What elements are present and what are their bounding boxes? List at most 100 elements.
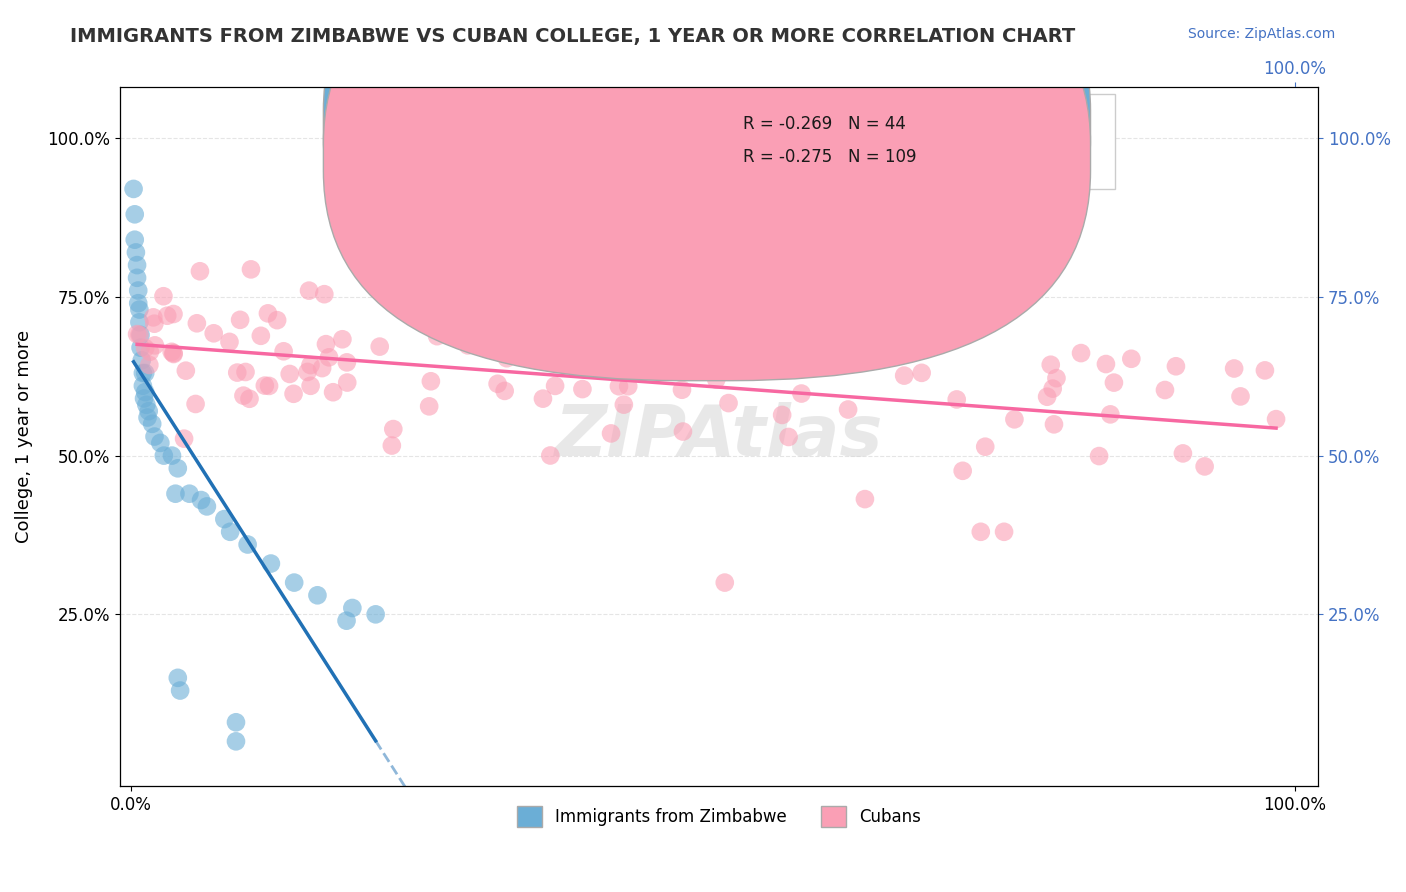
Cubans [173,432,195,446]
Immigrants from Zimbabwe [225,715,247,730]
Cubans [257,379,280,393]
Cubans [299,379,322,393]
Cubans [1154,383,1177,397]
Cubans [945,392,967,407]
Immigrants from Zimbabwe [135,398,157,412]
Cubans [538,348,561,362]
Cubans [494,384,516,398]
Immigrants from Zimbabwe [364,607,387,622]
Cubans [911,366,934,380]
Cubans [704,372,727,386]
Cubans [266,313,288,327]
FancyBboxPatch shape [323,0,1091,381]
Cubans [470,207,492,221]
Cubans [368,340,391,354]
Immigrants from Zimbabwe [129,341,152,355]
Immigrants from Zimbabwe [125,270,148,285]
Immigrants from Zimbabwe [124,233,146,247]
Cubans [1045,371,1067,385]
Immigrants from Zimbabwe [260,557,283,571]
Immigrants from Zimbabwe [195,500,218,514]
Immigrants from Zimbabwe [129,328,152,343]
Immigrants from Zimbabwe [132,392,155,406]
Cubans [156,309,179,323]
Cubans [837,402,859,417]
Immigrants from Zimbabwe [169,683,191,698]
Cubans [336,355,359,369]
Cubans [993,524,1015,539]
Cubans [1265,412,1288,426]
Cubans [538,449,561,463]
Cubans [492,342,515,356]
Cubans [560,343,582,357]
Y-axis label: College, 1 year or more: College, 1 year or more [15,330,32,543]
Cubans [1043,417,1066,432]
Cubans [174,364,197,378]
Immigrants from Zimbabwe [307,588,329,602]
Cubans [1254,363,1277,377]
Cubans [273,344,295,359]
Cubans [250,328,273,343]
Immigrants from Zimbabwe [141,417,163,431]
Immigrants from Zimbabwe [190,493,212,508]
Cubans [1223,361,1246,376]
Cubans [952,464,974,478]
Cubans [1039,358,1062,372]
Cubans [318,351,340,365]
Immigrants from Zimbabwe [124,207,146,221]
Cubans [232,389,254,403]
Cubans [770,408,793,422]
Cubans [583,323,606,337]
Cubans [332,332,354,346]
Immigrants from Zimbabwe [335,614,357,628]
Immigrants from Zimbabwe [342,601,364,615]
Cubans [162,307,184,321]
Cubans [240,262,263,277]
Cubans [531,392,554,406]
Cubans [717,396,740,410]
Cubans [142,310,165,325]
Cubans [1088,449,1111,463]
Immigrants from Zimbabwe [160,449,183,463]
Immigrants from Zimbabwe [283,575,305,590]
Cubans [704,328,727,343]
Cubans [163,347,186,361]
Cubans [457,338,479,352]
Immigrants from Zimbabwe [134,366,156,380]
FancyBboxPatch shape [323,0,1091,348]
Immigrants from Zimbabwe [219,524,242,539]
Cubans [1070,346,1092,360]
Cubans [419,374,441,388]
Cubans [486,376,509,391]
Legend: Immigrants from Zimbabwe, Cubans: Immigrants from Zimbabwe, Cubans [510,799,928,833]
Cubans [134,341,156,355]
Cubans [128,327,150,342]
Immigrants from Zimbabwe [125,258,148,272]
Cubans [447,324,470,338]
Text: Source: ZipAtlas.com: Source: ZipAtlas.com [1188,27,1336,41]
Cubans [226,366,249,380]
Cubans [471,254,494,268]
Cubans [299,358,322,372]
Cubans [125,327,148,342]
Cubans [974,440,997,454]
Cubans [184,397,207,411]
Immigrants from Zimbabwe [127,284,149,298]
Cubans [1194,459,1216,474]
Cubans [495,351,517,366]
Cubans [1095,357,1118,371]
Cubans [1229,389,1251,403]
Cubans [336,376,359,390]
Immigrants from Zimbabwe [128,302,150,317]
Immigrants from Zimbabwe [236,537,259,551]
Cubans [257,306,280,320]
Cubans [322,385,344,400]
Immigrants from Zimbabwe [143,429,166,443]
Cubans [759,353,782,368]
Immigrants from Zimbabwe [225,734,247,748]
Cubans [139,344,162,359]
Cubans [315,337,337,351]
Immigrants from Zimbabwe [122,182,145,196]
Cubans [426,329,449,343]
Cubans [138,358,160,372]
